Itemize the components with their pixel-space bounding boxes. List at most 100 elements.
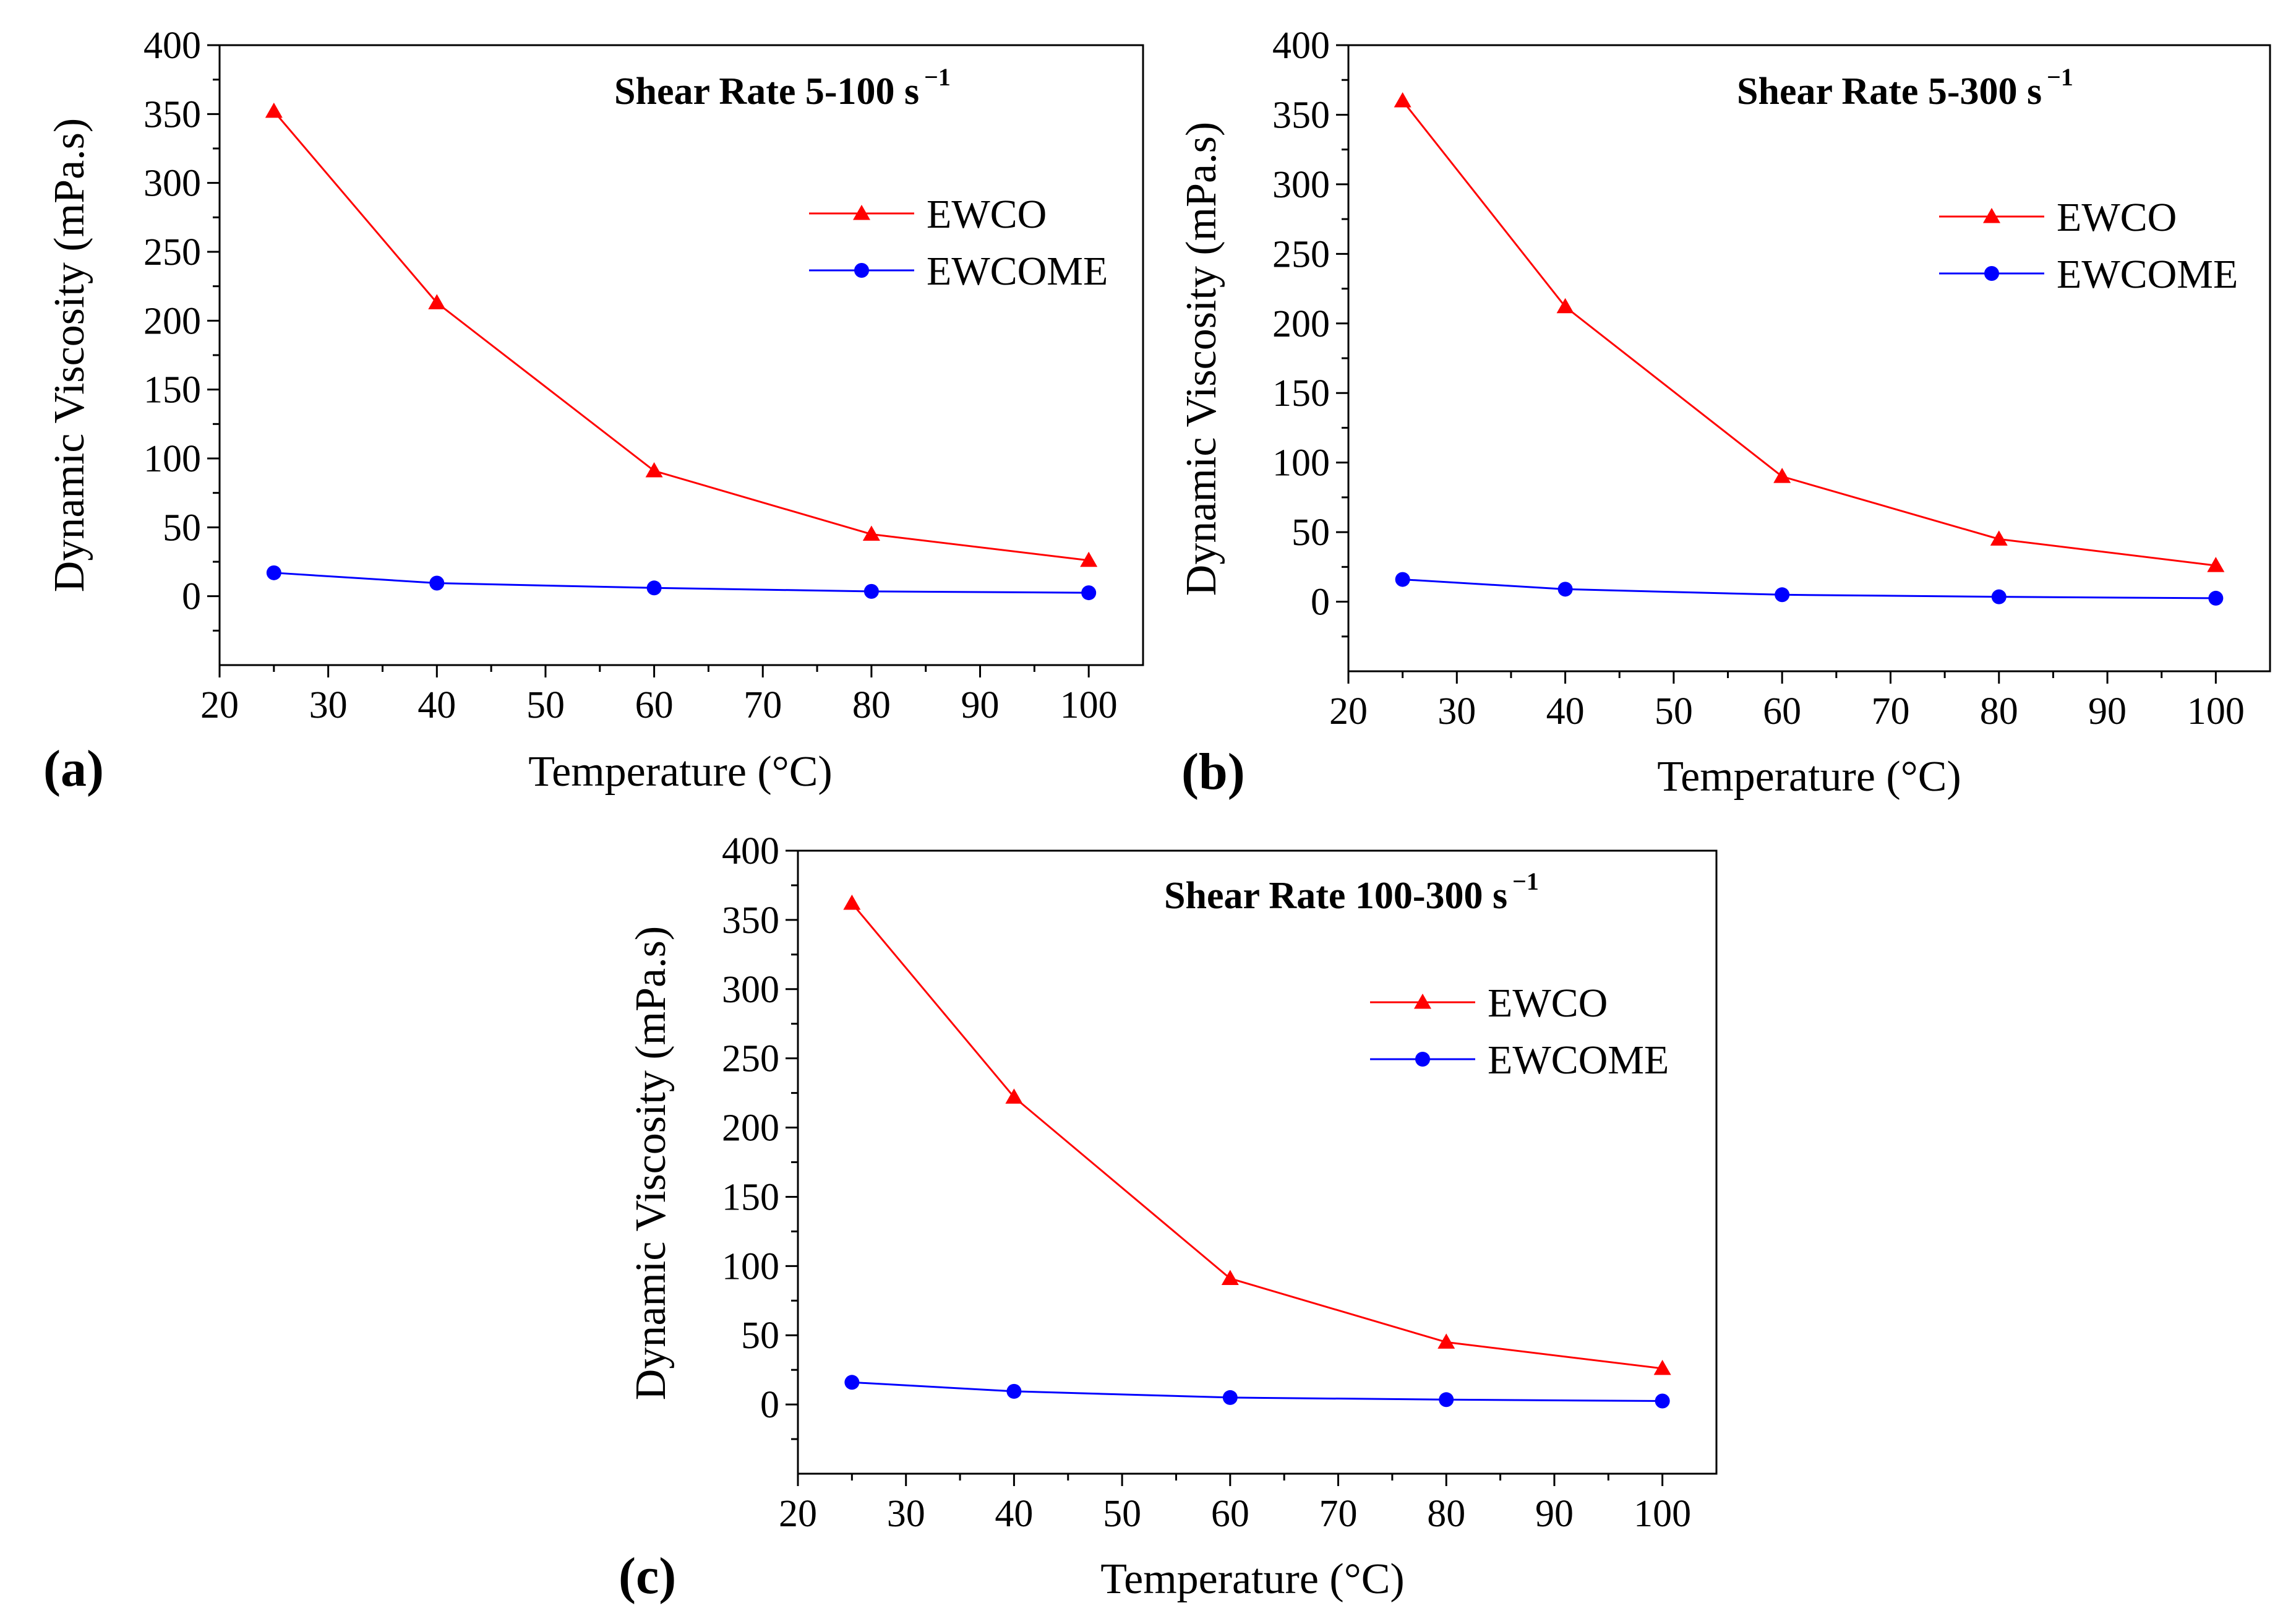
x-tick-label: 40	[418, 684, 456, 726]
chart-title-superscript: −1	[1512, 867, 1539, 895]
x-tick-label: 80	[1427, 1493, 1465, 1535]
y-axis-label: Dynamic Viscosity (mPa.s)	[1178, 122, 1225, 596]
chart-title: Shear Rate 100-300 s −1	[1164, 867, 1539, 917]
data-point-ewco	[1221, 1270, 1239, 1285]
data-point-ewcome	[2208, 590, 2224, 606]
data-point-ewcome	[844, 1375, 860, 1390]
series-line-ewco	[1402, 100, 2216, 567]
data-point-ewco	[428, 294, 446, 309]
y-tick-label: 150	[144, 369, 201, 411]
y-tick-label: 350	[144, 93, 201, 135]
x-tick-label: 80	[852, 684, 891, 726]
y-tick-label: 300	[144, 163, 201, 205]
x-tick-label: 80	[1980, 690, 2018, 733]
x-tick-label: 60	[1211, 1493, 1249, 1535]
data-point-ewco	[1653, 1359, 1671, 1375]
series-line-ewco	[273, 110, 1089, 562]
y-tick-label: 50	[1292, 512, 1330, 554]
x-tick-label: 100	[1060, 684, 1118, 726]
y-tick-label: 100	[1272, 442, 1330, 484]
x-tick-label: 30	[1437, 690, 1476, 733]
data-point-ewcome	[1222, 1390, 1238, 1405]
legend-marker-ewcome	[1415, 1052, 1430, 1067]
panel-label: (a)	[43, 740, 104, 797]
y-tick-label: 100	[144, 438, 201, 480]
data-point-ewcome	[646, 580, 662, 596]
data-point-ewco	[1080, 551, 1098, 567]
x-tick-label: 20	[1329, 690, 1368, 733]
chart-title-text: Shear Rate 5-100 s	[614, 71, 919, 113]
data-point-ewco	[1394, 92, 1411, 108]
chart-title: Shear Rate 5-300 s −1	[1737, 63, 2073, 113]
legend-marker-ewcome	[854, 263, 869, 278]
legend-label-ewco: EWCO	[1488, 981, 1608, 1026]
y-tick-label: 150	[1272, 372, 1330, 415]
series-line-ewcome	[852, 1381, 1663, 1403]
y-tick-label: 200	[722, 1107, 779, 1150]
data-point-ewcome	[266, 565, 281, 580]
legend-marker-ewco	[1983, 208, 2000, 223]
data-point-ewco	[1773, 468, 1791, 483]
series-line-ewcome	[1402, 578, 2216, 600]
y-tick-label: 350	[722, 900, 779, 942]
panel-label: (c)	[619, 1547, 676, 1605]
data-point-ewcome	[1081, 585, 1097, 601]
chart-panel-1: 20 30 40 50 60 70 80 90 100 0 50 100 150 200 250 300 350…	[43, 25, 1144, 797]
x-tick-label: 40	[1546, 690, 1585, 733]
x-axis-label: Temperature (°C)	[1100, 1555, 1404, 1603]
series-line-ewco	[851, 903, 1663, 1370]
panel-label: (b)	[1181, 743, 1245, 801]
plot-frame	[797, 849, 1718, 1475]
chart-title-text: Shear Rate 5-300 s	[1737, 71, 2042, 113]
chart-title: Shear Rate 5-100 s −1	[614, 63, 951, 113]
x-tick-label: 20	[779, 1493, 817, 1535]
y-axis-label: Dynamic Viscosity (mPa.s)	[627, 926, 675, 1400]
y-tick-label: 50	[163, 507, 201, 549]
x-tick-label: 30	[887, 1493, 925, 1535]
y-tick-label: 200	[1272, 303, 1330, 345]
x-tick-label: 50	[526, 684, 565, 726]
y-tick-label: 350	[1272, 94, 1330, 136]
y-tick-label: 200	[144, 300, 201, 342]
x-tick-label: 100	[1634, 1493, 1691, 1535]
x-tick-label: 60	[1763, 690, 1801, 733]
plot-frame	[218, 44, 1144, 666]
data-point-ewco	[1005, 1088, 1023, 1104]
y-tick-label: 400	[1272, 25, 1330, 67]
y-tick-label: 250	[722, 1038, 779, 1080]
legend-label-ewcome: EWCOME	[2057, 252, 2238, 297]
x-tick-label: 100	[2187, 690, 2245, 733]
x-tick-label: 90	[961, 684, 1000, 726]
x-tick-label: 50	[1103, 1493, 1141, 1535]
data-point-ewco	[265, 102, 283, 118]
x-tick-label: 20	[200, 684, 239, 726]
data-point-ewco	[645, 462, 663, 478]
y-tick-label: 100	[722, 1245, 779, 1287]
data-point-ewco	[1990, 530, 2008, 546]
legend-label-ewcome: EWCOME	[1488, 1038, 1669, 1083]
x-tick-label: 30	[309, 684, 348, 726]
x-tick-label: 70	[743, 684, 782, 726]
y-tick-label: 250	[1272, 233, 1330, 275]
plot-frame	[1347, 44, 2271, 673]
data-point-ewcome	[429, 575, 445, 591]
data-point-ewcome	[1395, 572, 1410, 587]
y-tick-label: 0	[182, 576, 201, 618]
x-tick-label: 90	[1535, 1493, 1574, 1535]
y-tick-label: 0	[1311, 582, 1330, 624]
data-point-ewco	[862, 525, 880, 541]
x-tick-label: 60	[635, 684, 674, 726]
data-point-ewcome	[1991, 589, 2007, 604]
data-point-ewco	[1556, 298, 1574, 314]
data-point-ewcome	[1775, 587, 1790, 603]
x-tick-label: 70	[1319, 1493, 1358, 1535]
chart-title-superscript: −1	[924, 63, 951, 91]
chart-title-superscript: −1	[2047, 63, 2073, 91]
x-tick-label: 40	[995, 1493, 1033, 1535]
y-tick-label: 300	[722, 969, 779, 1011]
chart-panel-3: 20 30 40 50 60 70 80 90 100 0 50 100 150 200 250 300 350…	[619, 830, 1718, 1605]
legend-marker-ewcome	[1984, 266, 1999, 281]
data-point-ewco	[2207, 557, 2225, 572]
x-tick-label: 50	[1655, 690, 1693, 733]
